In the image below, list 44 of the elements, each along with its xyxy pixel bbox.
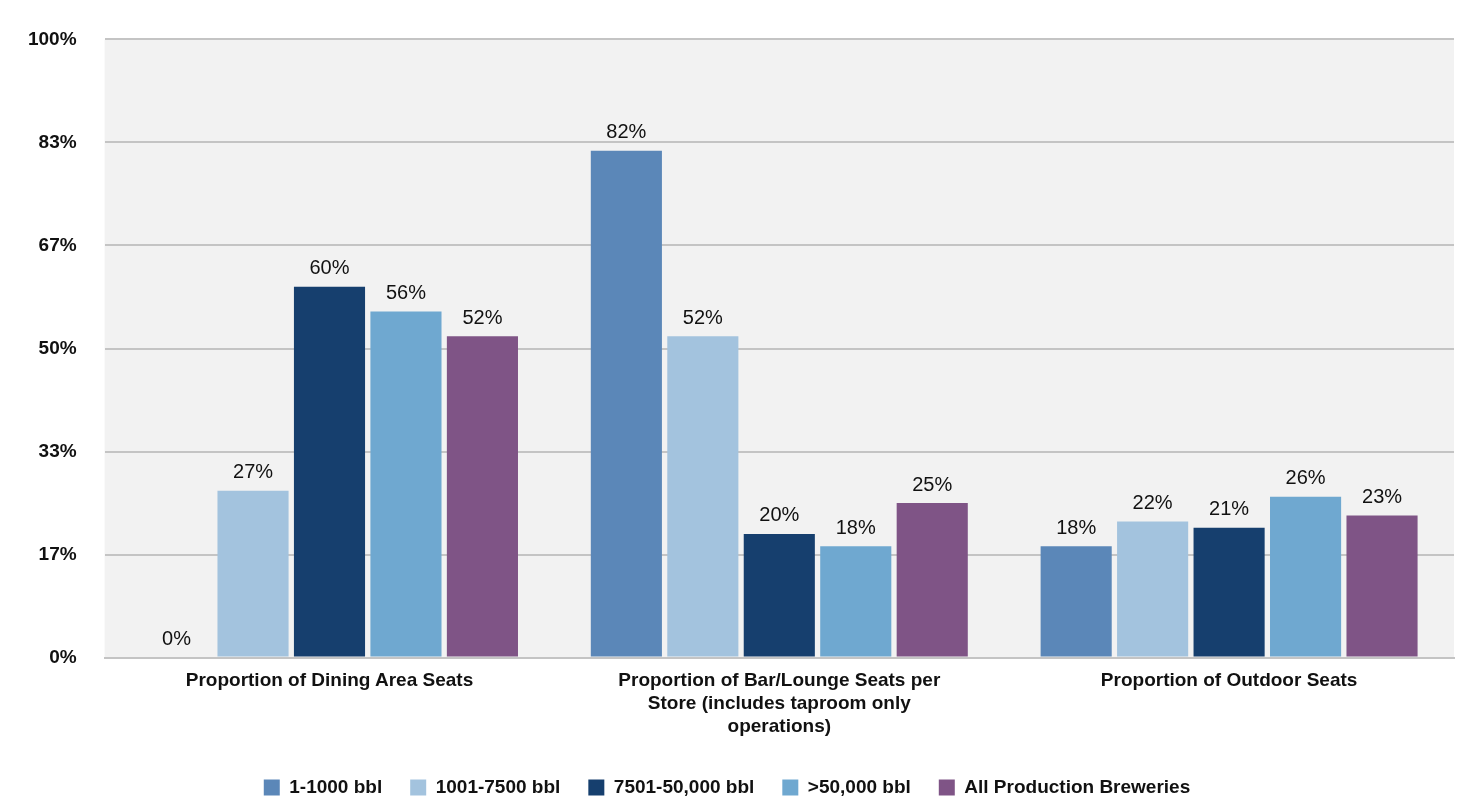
text: 60% <box>309 256 350 279</box>
text: 0% <box>162 627 192 650</box>
bar <box>1346 515 1418 657</box>
x-tick-label: Proportion of Bar/Lounge Seats per Store (includes taproom only operations) <box>618 669 941 736</box>
bar <box>1040 546 1112 657</box>
text: 18% <box>835 515 876 538</box>
y-tick-label: 67% <box>38 233 77 255</box>
x-tick-label: Proportion of Outdoor Seats <box>1100 669 1358 691</box>
legend-label: 1001-7500 bbl <box>435 775 561 797</box>
text: 52% <box>682 305 723 328</box>
bar <box>1117 521 1189 657</box>
bar <box>820 546 892 657</box>
text: 20% <box>759 503 800 526</box>
text: 26% <box>1285 466 1326 489</box>
y-tick-label: 17% <box>38 542 77 564</box>
text: 27% <box>233 460 274 483</box>
legend-label: All Production Breweries <box>964 775 1191 797</box>
text: 82% <box>606 120 647 143</box>
legend-label: 7501-50,000 bbl <box>613 775 755 797</box>
text: 22% <box>1132 491 1173 514</box>
text: 52% <box>462 305 503 328</box>
text: 21% <box>1209 497 1250 520</box>
text: 18% <box>1056 515 1097 538</box>
text: 25% <box>912 472 953 495</box>
y-tick-label: 50% <box>38 336 77 358</box>
bar <box>667 336 739 657</box>
legend-label: >50,000 bbl <box>807 775 911 797</box>
bar <box>370 311 442 657</box>
text: 56% <box>385 280 426 303</box>
bar <box>446 336 518 657</box>
legend-label: 1-1000 bbl <box>289 775 383 797</box>
text: 23% <box>1362 484 1403 507</box>
bar <box>1193 527 1265 657</box>
bar <box>896 503 968 657</box>
y-tick-label: 0% <box>49 645 77 667</box>
bar <box>590 150 662 657</box>
y-tick-label: 33% <box>38 439 77 461</box>
x-tick-label: Proportion of Dining Area Seats <box>185 669 474 691</box>
bar <box>1270 496 1342 657</box>
y-tick-label: 83% <box>38 130 77 152</box>
bar <box>217 490 289 657</box>
y-tick-label: 100% <box>27 27 77 49</box>
bar <box>743 533 815 657</box>
bar <box>293 286 366 657</box>
